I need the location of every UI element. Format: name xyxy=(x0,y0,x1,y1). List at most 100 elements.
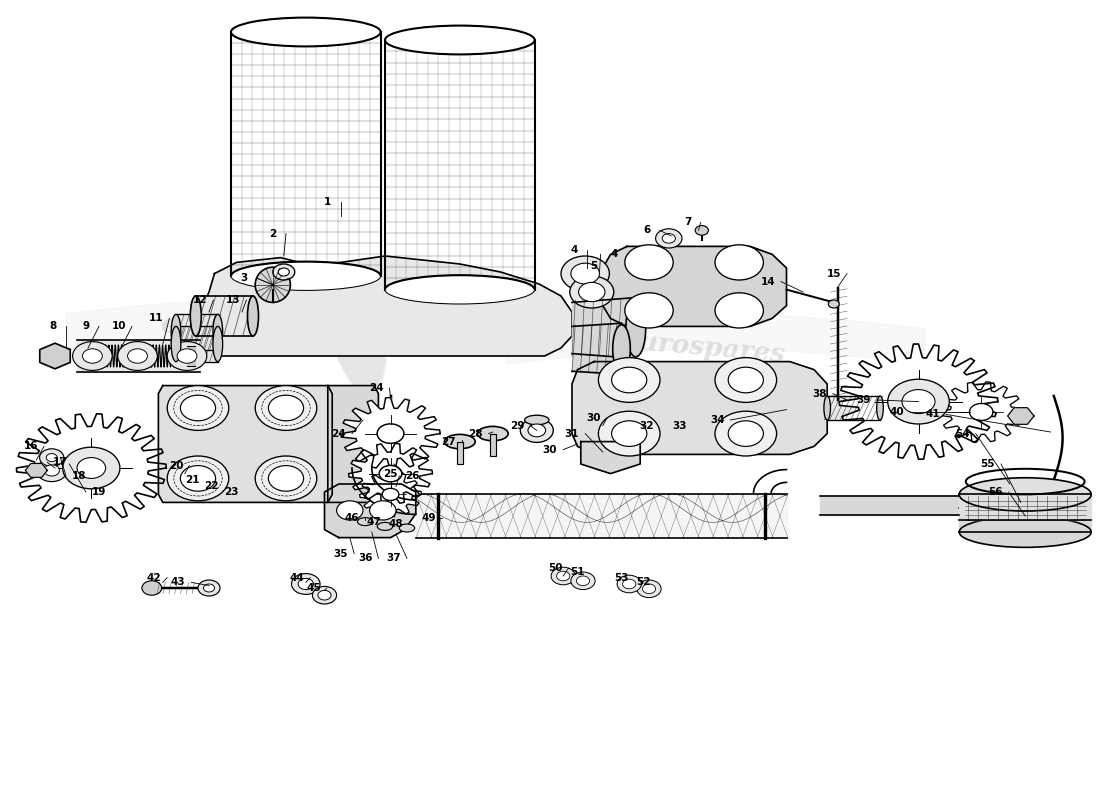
Circle shape xyxy=(617,575,641,593)
Polygon shape xyxy=(349,443,432,504)
Circle shape xyxy=(551,567,575,585)
Circle shape xyxy=(167,456,229,501)
Circle shape xyxy=(612,367,647,393)
Polygon shape xyxy=(939,382,1023,442)
Text: 15: 15 xyxy=(826,269,842,278)
Circle shape xyxy=(715,358,777,402)
Circle shape xyxy=(576,576,590,586)
Circle shape xyxy=(318,590,331,600)
Ellipse shape xyxy=(213,326,222,362)
Ellipse shape xyxy=(626,299,646,357)
Polygon shape xyxy=(192,256,572,356)
Circle shape xyxy=(637,580,661,598)
Text: 48: 48 xyxy=(388,519,404,529)
Text: 45: 45 xyxy=(306,583,321,593)
Circle shape xyxy=(598,358,660,402)
Polygon shape xyxy=(324,484,416,538)
Ellipse shape xyxy=(877,396,883,420)
Circle shape xyxy=(888,379,949,424)
Circle shape xyxy=(44,465,59,476)
Text: 30: 30 xyxy=(542,445,558,454)
Circle shape xyxy=(198,580,220,596)
Text: 12: 12 xyxy=(192,295,208,305)
Circle shape xyxy=(902,390,935,414)
Text: 4: 4 xyxy=(610,250,617,259)
Ellipse shape xyxy=(255,267,290,302)
Text: 23: 23 xyxy=(223,487,239,497)
Circle shape xyxy=(142,581,162,595)
Ellipse shape xyxy=(231,262,381,290)
Circle shape xyxy=(695,226,708,235)
Ellipse shape xyxy=(385,275,535,304)
Circle shape xyxy=(180,466,216,491)
Polygon shape xyxy=(572,362,827,454)
Circle shape xyxy=(255,386,317,430)
Text: 1: 1 xyxy=(324,197,331,206)
Circle shape xyxy=(969,403,993,421)
Ellipse shape xyxy=(377,522,393,530)
Polygon shape xyxy=(16,414,166,522)
Circle shape xyxy=(69,452,113,484)
Circle shape xyxy=(370,501,396,520)
Circle shape xyxy=(82,349,102,363)
Circle shape xyxy=(312,586,337,604)
Circle shape xyxy=(625,293,673,328)
Ellipse shape xyxy=(231,18,381,46)
Circle shape xyxy=(180,395,216,421)
Ellipse shape xyxy=(213,314,222,350)
Text: 22: 22 xyxy=(204,482,219,491)
Circle shape xyxy=(379,466,401,482)
Circle shape xyxy=(292,574,320,594)
Text: 41: 41 xyxy=(925,410,940,419)
Text: 56: 56 xyxy=(988,487,1003,497)
Polygon shape xyxy=(40,343,70,369)
Text: 38: 38 xyxy=(812,389,827,398)
Ellipse shape xyxy=(959,478,1091,511)
Circle shape xyxy=(598,411,660,456)
Circle shape xyxy=(623,579,636,589)
Ellipse shape xyxy=(525,415,549,425)
Circle shape xyxy=(561,256,609,291)
Text: 18: 18 xyxy=(72,471,87,481)
Polygon shape xyxy=(352,468,416,514)
Text: eurospares: eurospares xyxy=(160,313,324,351)
Text: 32: 32 xyxy=(639,421,654,430)
Ellipse shape xyxy=(613,325,630,373)
Text: 7: 7 xyxy=(684,218,691,227)
Circle shape xyxy=(557,571,570,581)
Polygon shape xyxy=(1008,408,1034,424)
Circle shape xyxy=(579,282,605,302)
Text: 40: 40 xyxy=(889,407,904,417)
Circle shape xyxy=(728,421,763,446)
Circle shape xyxy=(625,245,673,280)
Text: 51: 51 xyxy=(570,567,585,577)
Circle shape xyxy=(204,584,214,592)
Bar xyxy=(490,434,496,456)
Circle shape xyxy=(298,578,314,590)
Text: 35: 35 xyxy=(333,549,349,558)
Circle shape xyxy=(40,449,64,466)
Text: 2: 2 xyxy=(270,229,276,238)
Text: 3: 3 xyxy=(241,274,248,283)
Text: 44: 44 xyxy=(289,573,305,582)
Text: 49: 49 xyxy=(421,514,437,523)
Text: 43: 43 xyxy=(170,578,186,587)
Polygon shape xyxy=(360,472,421,517)
Text: 17: 17 xyxy=(53,458,68,467)
Polygon shape xyxy=(385,40,535,290)
Text: 20: 20 xyxy=(168,461,184,470)
Text: 37: 37 xyxy=(386,554,402,563)
Polygon shape xyxy=(158,386,332,502)
Polygon shape xyxy=(25,463,47,478)
Ellipse shape xyxy=(385,26,535,54)
Circle shape xyxy=(128,349,147,363)
Ellipse shape xyxy=(172,314,180,350)
Circle shape xyxy=(656,229,682,248)
Ellipse shape xyxy=(248,296,258,336)
Text: 4: 4 xyxy=(571,245,578,254)
Circle shape xyxy=(570,276,614,308)
Circle shape xyxy=(278,268,289,276)
Polygon shape xyxy=(603,246,786,326)
Text: 9: 9 xyxy=(82,322,89,331)
Text: 31: 31 xyxy=(564,429,580,438)
